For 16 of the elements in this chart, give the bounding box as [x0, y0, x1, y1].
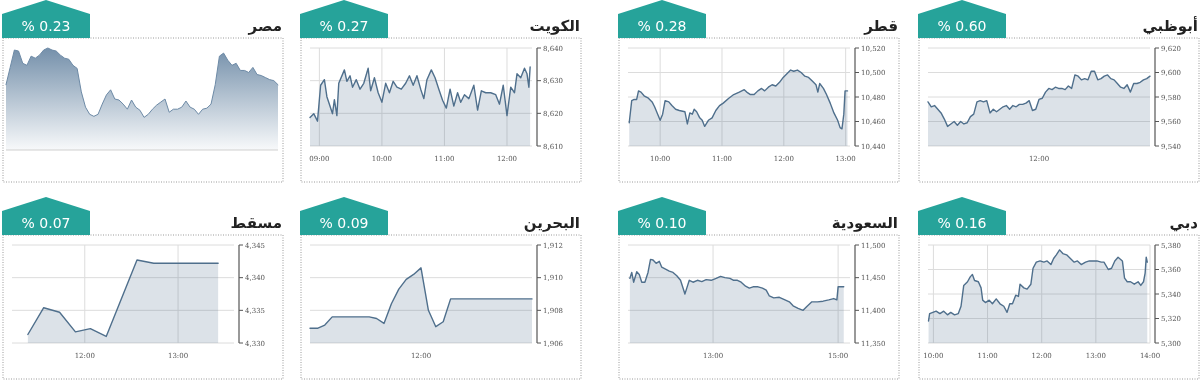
- text: % 0.16: [937, 215, 987, 231]
- chart-title: الكويت: [529, 17, 580, 35]
- chart-title: البحرين: [523, 214, 580, 232]
- text: % 0.28: [637, 18, 687, 34]
- text: % 0.10: [637, 215, 687, 231]
- text: % 0.07: [21, 215, 71, 231]
- text: % 0.60: [937, 18, 987, 34]
- chart-title: أبوظبي: [1142, 16, 1198, 35]
- text: % 0.27: [319, 18, 369, 34]
- chart-title: مسقط: [230, 214, 282, 232]
- chart-title: السعودية: [831, 214, 898, 232]
- chart-title: مصر: [247, 17, 282, 35]
- text: % 0.23: [21, 18, 71, 34]
- text: دبي: [1169, 214, 1199, 232]
- text: % 0.09: [319, 215, 369, 231]
- text: قطر: [863, 17, 898, 35]
